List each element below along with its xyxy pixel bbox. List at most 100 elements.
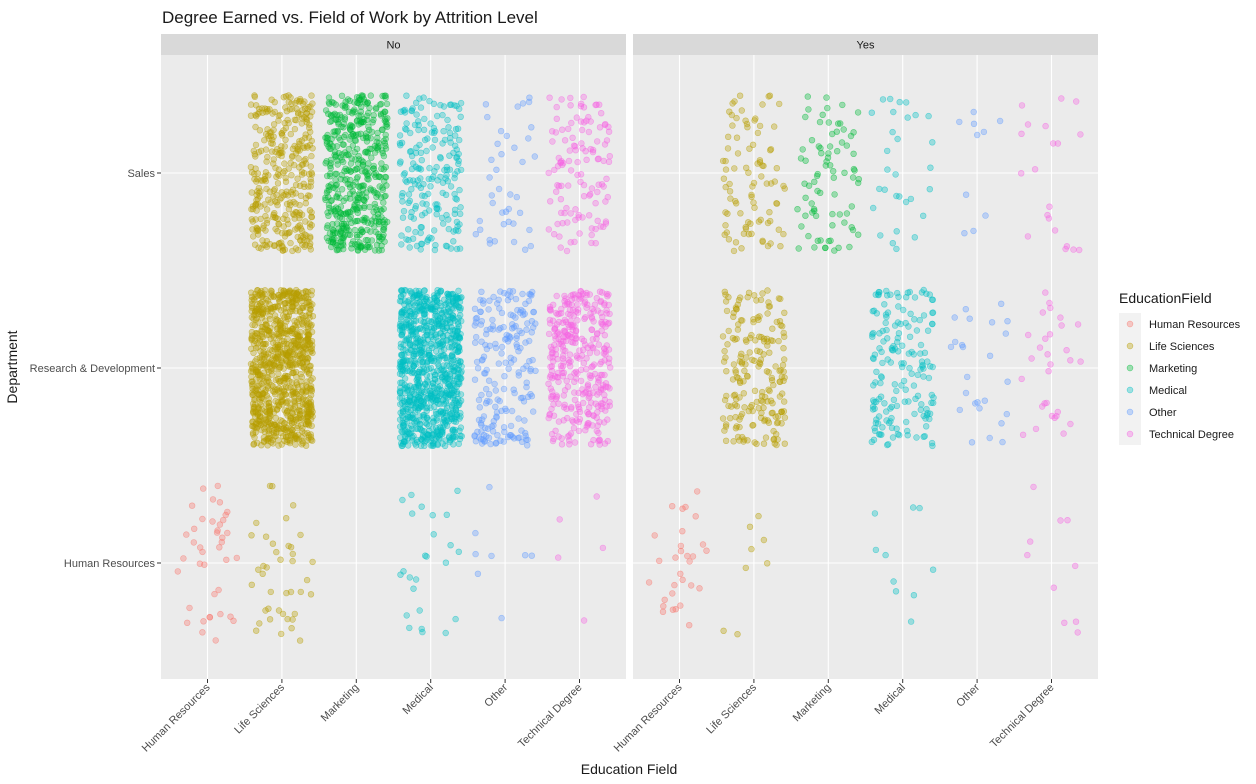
- data-point: [548, 367, 556, 375]
- data-point: [495, 326, 502, 333]
- data-point: [364, 149, 371, 157]
- data-point: [725, 236, 733, 243]
- data-point: [911, 234, 918, 241]
- data-point: [604, 193, 611, 201]
- data-point: [486, 398, 493, 405]
- data-point: [773, 441, 780, 449]
- data-point: [422, 552, 429, 559]
- data-point: [500, 385, 508, 393]
- data-point: [404, 405, 411, 413]
- data-point: [288, 624, 295, 632]
- data-point: [580, 119, 588, 126]
- data-point: [273, 173, 280, 181]
- data-point: [730, 313, 737, 320]
- data-point: [296, 201, 303, 209]
- data-point: [280, 330, 287, 337]
- data-point: [594, 422, 601, 429]
- data-point: [305, 326, 312, 333]
- data-point: [294, 352, 301, 359]
- data-point: [720, 627, 727, 634]
- data-point: [651, 532, 658, 539]
- data-point: [519, 158, 526, 166]
- data-point: [442, 629, 449, 637]
- data-point: [577, 171, 585, 178]
- data-point: [906, 364, 913, 372]
- data-point: [906, 333, 914, 340]
- data-point: [522, 300, 529, 307]
- data-point: [286, 327, 294, 334]
- data-point: [405, 226, 412, 233]
- data-point: [418, 349, 426, 356]
- data-point: [290, 369, 297, 376]
- data-point: [455, 548, 462, 555]
- data-point: [593, 101, 600, 108]
- data-point: [1004, 318, 1011, 325]
- data-point: [1061, 619, 1068, 626]
- data-point: [372, 218, 380, 225]
- data-point: [249, 218, 257, 225]
- data-point: [494, 432, 501, 439]
- data-point: [298, 294, 306, 302]
- data-point: [302, 288, 309, 295]
- data-point: [602, 220, 610, 227]
- data-point: [480, 300, 487, 307]
- data-point: [253, 207, 260, 214]
- data-point: [736, 379, 744, 386]
- data-point: [412, 576, 420, 583]
- data-point: [404, 435, 412, 442]
- x-tick-label: Life Sciences: [232, 681, 287, 736]
- data-point: [504, 297, 512, 304]
- data-point: [455, 287, 462, 294]
- data-point: [1028, 355, 1035, 362]
- data-point: [445, 124, 452, 131]
- data-point: [248, 378, 255, 385]
- data-point: [432, 389, 439, 396]
- data-point: [374, 129, 381, 137]
- data-point: [480, 413, 488, 420]
- data-point: [506, 287, 513, 295]
- legend-swatch: [1126, 342, 1134, 350]
- data-point: [416, 607, 423, 614]
- data-point: [552, 335, 559, 343]
- data-point: [592, 400, 599, 407]
- data-point: [567, 167, 575, 174]
- data-point: [444, 305, 452, 312]
- data-point: [330, 227, 337, 234]
- data-point: [251, 395, 259, 402]
- data-point: [270, 126, 277, 134]
- data-point: [211, 590, 218, 598]
- data-point: [521, 310, 528, 318]
- data-point: [446, 438, 453, 446]
- data-point: [433, 211, 440, 218]
- data-point: [598, 327, 605, 334]
- data-point: [525, 135, 532, 142]
- data-point: [251, 93, 259, 101]
- data-point: [254, 334, 262, 342]
- data-point: [722, 437, 730, 444]
- data-point: [262, 169, 270, 176]
- data-point: [403, 92, 410, 99]
- data-point: [334, 213, 341, 220]
- data-point: [923, 411, 931, 419]
- data-point: [303, 576, 311, 584]
- legend-item-medical: Medical: [1119, 379, 1187, 401]
- data-point: [383, 123, 391, 131]
- data-point: [276, 196, 284, 203]
- data-point: [282, 433, 290, 440]
- data-point: [375, 140, 383, 147]
- data-point: [249, 203, 257, 210]
- data-point: [577, 100, 585, 108]
- data-point: [275, 607, 283, 614]
- data-point: [418, 192, 426, 199]
- data-point: [703, 547, 710, 554]
- data-point: [418, 355, 425, 362]
- data-point: [677, 542, 685, 550]
- data-point: [824, 104, 831, 112]
- data-point: [780, 230, 787, 238]
- data-point: [846, 243, 853, 251]
- data-point: [251, 434, 258, 441]
- data-point: [381, 117, 388, 124]
- data-point: [559, 220, 566, 227]
- data-point: [249, 391, 256, 399]
- data-point: [327, 160, 335, 167]
